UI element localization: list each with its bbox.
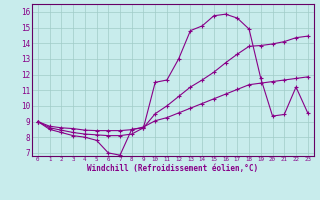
X-axis label: Windchill (Refroidissement éolien,°C): Windchill (Refroidissement éolien,°C) [87, 164, 258, 173]
